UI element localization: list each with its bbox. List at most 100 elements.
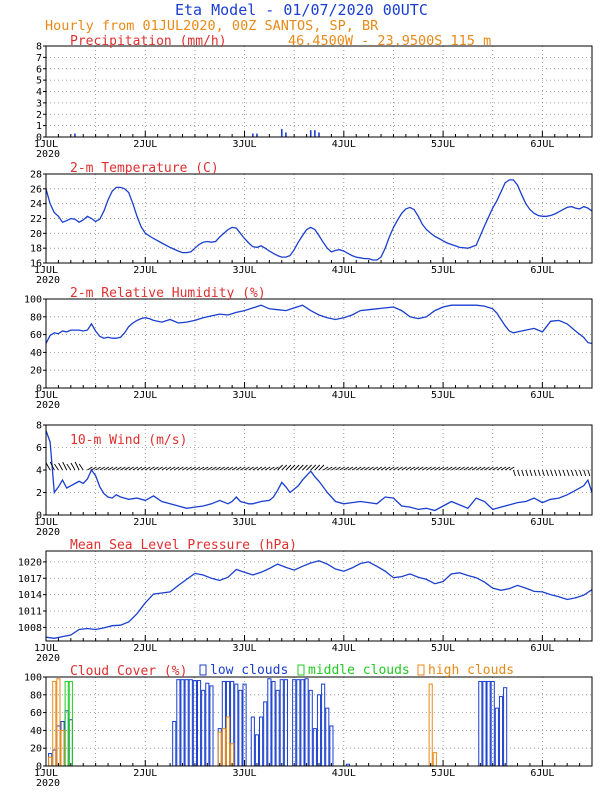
wind-vector xyxy=(525,469,529,477)
wind-vector xyxy=(231,466,238,471)
wind-vector xyxy=(380,466,387,471)
wind-vector xyxy=(389,466,395,471)
wind-vector xyxy=(484,466,490,471)
wind-vector xyxy=(451,466,457,471)
x-tick-label: 2JUL xyxy=(133,265,157,276)
cloud-bar-low xyxy=(283,679,288,767)
x-year-label: 2020 xyxy=(36,275,60,286)
wind-series-line xyxy=(45,430,593,512)
x-tick-label: 3JUL xyxy=(232,643,256,654)
wind-vector xyxy=(554,469,558,477)
wind-vector xyxy=(343,466,350,471)
wind-vector xyxy=(45,462,51,471)
mslp-series-line xyxy=(45,560,593,639)
wind-vector xyxy=(347,466,354,471)
wind-vector xyxy=(413,466,420,471)
wind-vector xyxy=(318,464,325,471)
x-tick-label: 5JUL xyxy=(431,390,455,401)
cloud-bar-low xyxy=(312,728,317,767)
x-tick-label: 6JUL xyxy=(530,265,554,276)
wind-vector xyxy=(49,461,55,471)
cloud-bar-high xyxy=(230,743,235,767)
cloud-bar-low xyxy=(180,679,185,767)
wind-vector xyxy=(409,466,416,471)
x-tick-label: 4JUL xyxy=(332,643,356,654)
coordinates-subtitle: 46.4500W - 23.9500S 115 m xyxy=(288,33,491,49)
wind-vector xyxy=(248,466,254,471)
wind-vector xyxy=(227,466,234,471)
cloud-bar-low xyxy=(296,679,301,767)
legend-label-high: high clouds xyxy=(428,663,514,678)
x-tick-label: 5JUL xyxy=(431,517,455,528)
wind-vector xyxy=(236,466,242,471)
mslp-panel: 1008 1011 1014 1017 1020 1JUL 2JUL 3JUL 4JUL 5JUL… xyxy=(18,538,593,664)
cloud-bar-low xyxy=(271,680,276,767)
y-tick-label: 8 xyxy=(36,421,42,432)
wind-vector xyxy=(310,464,317,471)
wind-vector xyxy=(492,466,498,471)
wind-vector xyxy=(202,466,209,471)
legend-label-low: low clouds xyxy=(210,663,288,678)
wind-vector xyxy=(575,469,578,477)
cloud-bar-low xyxy=(234,683,239,767)
y-tick-label: 6 xyxy=(36,443,42,454)
cloud-bar-low xyxy=(209,685,214,767)
y-tick-label: 20 xyxy=(30,229,42,240)
wind-vector xyxy=(401,466,407,471)
y-tick-label: 100 xyxy=(24,295,42,306)
cloud-bar-low xyxy=(279,679,284,767)
cloud-bar-low xyxy=(201,689,206,767)
wind-vector xyxy=(500,466,507,471)
x-tick-label: 1JUL xyxy=(34,265,58,276)
wind-vector xyxy=(116,466,122,471)
cloud-bar-high xyxy=(52,680,57,767)
y-tick-label: 1014 xyxy=(18,590,42,601)
wind-vector xyxy=(496,466,503,471)
x-tick-label: 3JUL xyxy=(232,139,256,150)
wind-vector xyxy=(455,466,461,471)
cloud-bar-low xyxy=(321,683,326,767)
cloud-bar-low xyxy=(188,679,193,767)
y-tick-label: 1008 xyxy=(18,623,42,634)
wind-vector xyxy=(289,464,296,471)
wind-frame xyxy=(45,424,593,516)
cloud-bar-low xyxy=(254,734,260,767)
wind-vector xyxy=(322,466,329,471)
temp-series-line xyxy=(45,179,593,261)
wind-vector xyxy=(132,466,139,471)
y-tick-label: 1017 xyxy=(18,574,42,585)
precip-frame xyxy=(45,45,593,138)
y-tick-label: 16 xyxy=(30,259,42,270)
wind-vector xyxy=(198,466,205,471)
cloud-bar-high xyxy=(56,678,61,767)
clouds-title: Cloud Cover (%) xyxy=(70,664,187,679)
wind-vector xyxy=(256,466,263,471)
wind-vector xyxy=(418,466,424,471)
wind-vector xyxy=(74,461,80,471)
location-subtitle: Hourly from 01JUL2020, 00Z SANTOS, SP, B… xyxy=(45,18,379,34)
wind-vector xyxy=(587,469,591,477)
wind-vector xyxy=(219,466,225,471)
cloud-bar-low xyxy=(308,689,313,767)
y-tick-label: 40 xyxy=(30,348,42,359)
wind-vector xyxy=(240,466,246,471)
legend-swatch-middle xyxy=(297,664,305,676)
wind-vector xyxy=(529,469,533,477)
clouds-frame xyxy=(45,676,593,767)
cloud-bar-low xyxy=(196,680,202,767)
wind-vector xyxy=(480,466,486,471)
legend-swatch-high xyxy=(417,664,425,676)
wind-vector xyxy=(422,466,428,471)
cloud-bar-low xyxy=(205,682,210,767)
x-tick-label: 5JUL xyxy=(431,265,455,276)
wind-vector xyxy=(562,469,566,477)
cloud-bar-low xyxy=(250,716,255,767)
wind-vector xyxy=(273,466,279,471)
legend-label-middle: middle clouds xyxy=(308,663,410,678)
wind-vector xyxy=(285,464,292,471)
precip-bar xyxy=(256,133,258,137)
precip-bar xyxy=(309,130,312,137)
y-tick-label: 2 xyxy=(36,488,42,499)
x-tick-label: 4JUL xyxy=(332,768,356,779)
x-tick-label: 6JUL xyxy=(530,390,554,401)
